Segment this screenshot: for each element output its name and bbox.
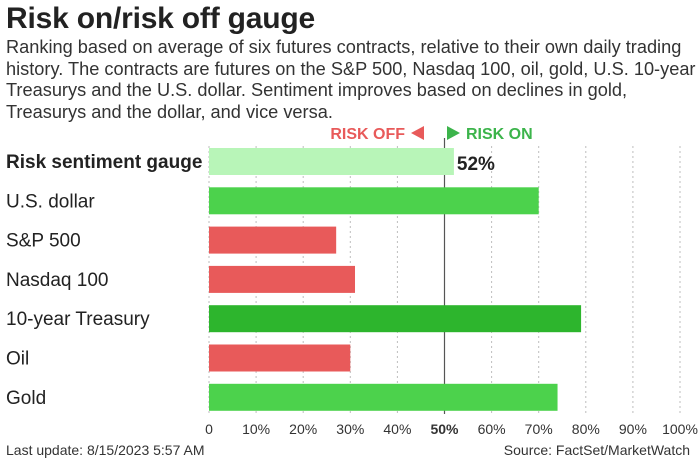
- source-credit: Source: FactSet/MarketWatch: [503, 442, 690, 458]
- tick-label: 40%: [383, 421, 411, 437]
- chart-title: Risk on/risk off gauge: [6, 2, 315, 35]
- risk-off-label: RISK OFF: [330, 126, 405, 143]
- tick-label: 20%: [289, 421, 317, 437]
- bars-layer: [209, 148, 582, 411]
- category-label: Gold: [6, 388, 46, 409]
- bar: [209, 187, 539, 215]
- tick-label: 100%: [662, 421, 698, 437]
- grid-layer: [208, 138, 681, 414]
- chart-subtitle: Ranking based on average of six futures …: [6, 37, 696, 122]
- tick-label: 60%: [478, 421, 506, 437]
- x-axis-ticks: 0 10% 20% 30% 40% 50% 60% 70% 80% 90% 100%: [205, 421, 698, 437]
- risk-legend: RISK OFF RISK ON: [330, 126, 533, 143]
- gauge-chart: Risk sentiment gauge 52% U.S. dollar S&P 50…: [6, 126, 698, 437]
- bar: [209, 148, 454, 175]
- category-label: Oil: [6, 349, 29, 370]
- bar: [209, 344, 351, 372]
- tick-label: 80%: [572, 421, 600, 437]
- value-label: 52%: [457, 154, 495, 175]
- tick-label: 30%: [336, 421, 364, 437]
- bar: [209, 305, 582, 333]
- tick-label: 0: [205, 421, 213, 437]
- risk-off-arrow-icon: [411, 126, 424, 140]
- risk-on-label: RISK ON: [466, 126, 533, 143]
- last-update: Last update: 8/15/2023 5:57 AM: [6, 442, 205, 458]
- tick-label: 70%: [525, 421, 553, 437]
- category-label: U.S. dollar: [6, 191, 95, 212]
- bar: [209, 265, 356, 293]
- tick-label: 10%: [242, 421, 270, 437]
- category-label: Nasdaq 100: [6, 270, 108, 291]
- category-label: 10-year Treasury: [6, 309, 150, 330]
- bar: [209, 383, 558, 411]
- risk-on-arrow-icon: [447, 126, 460, 140]
- bar: [209, 226, 337, 254]
- category-label: S&P 500: [6, 231, 81, 252]
- category-label: Risk sentiment gauge: [6, 152, 202, 173]
- tick-label: 90%: [619, 421, 647, 437]
- category-labels: Risk sentiment gauge 52% U.S. dollar S&P 50…: [6, 152, 495, 409]
- tick-label: 50%: [430, 421, 459, 437]
